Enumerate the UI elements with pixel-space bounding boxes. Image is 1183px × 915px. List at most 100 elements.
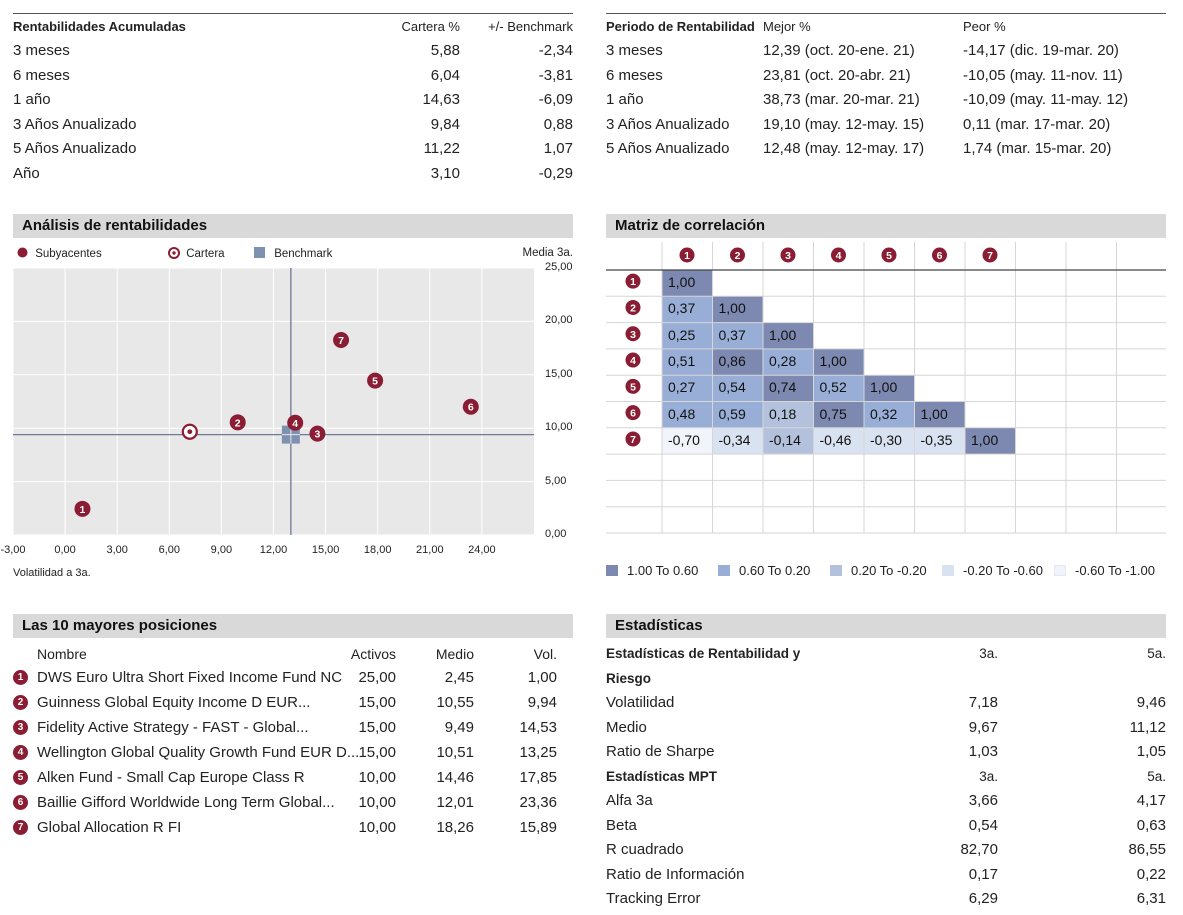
holding-row: 2 Guinness Global Equity Income D EUR... 1… [13, 691, 573, 715]
holding-vol: 14,53 [519, 719, 557, 736]
holding-number-badge: 4 [13, 745, 28, 760]
matrix-row-badge [625, 273, 641, 289]
holding-number-badge: 2 [13, 695, 28, 710]
matrix-row-badge [625, 352, 641, 368]
matrix-cell-value: -0,14 [769, 431, 801, 448]
returns-row: 3 Años Anualizado 9,84 0,88 [13, 113, 573, 137]
matrix-col-badge-label: 6 [937, 250, 943, 262]
stats-row-3a: 3a. [979, 768, 998, 784]
stats-row-5a: 0,63 [1136, 816, 1166, 834]
periods-row-worst: -14,17 (dic. 19-mar. 20) [963, 42, 1119, 59]
periods-row-worst: -10,09 (may. 11-may. 12) [963, 91, 1129, 109]
legend-label: -0.60 To -1.00 [1075, 563, 1155, 578]
stats-row: R cuadrado 82,70 86,55 [606, 838, 1166, 862]
matrix-cell-bg [712, 375, 763, 402]
matrix-cell-value: -0,35 [920, 431, 953, 448]
x-tick-label: 6,00 [158, 544, 180, 556]
underlying-point-label: 2 [235, 417, 241, 429]
matrix-cell-bg [813, 427, 864, 455]
returns-row-label: Año [13, 165, 40, 182]
stats-row: Estadísticas de Rentabilidad y 3a. 5a. [606, 642, 1166, 666]
holding-vol: 13,25 [519, 744, 557, 761]
returns-row-benchmark: -6,09 [538, 91, 573, 109]
matrix-cell-bg [712, 348, 763, 376]
matrix-cell-bg [914, 401, 965, 428]
returns-row-portfolio: 3,10 [430, 165, 460, 182]
stats-row-5a: 1,05 [1136, 743, 1166, 760]
underlying-point-label: 4 [292, 418, 298, 430]
legend-label: 1.00 To 0.60 [627, 563, 699, 578]
periods-title: Periodo de Rentabilidad [606, 19, 755, 34]
holding-row: 5 Alken Fund - Small Cap Europe Class R 10… [13, 766, 573, 790]
periods-row-label: 1 año [606, 91, 644, 109]
underlying-point-label: 7 [338, 335, 344, 347]
holding-vol: 23,36 [519, 794, 557, 811]
matrix-legend-item: -0.60 To -1.00 [1054, 563, 1155, 578]
legend-swatch [1054, 565, 1066, 576]
underlying-point [333, 331, 350, 348]
returns-row: 6 meses 6,04 -3,81 [13, 64, 573, 88]
stats-row-label: R cuadrado [606, 841, 684, 858]
matrix-row-badge-label: 3 [630, 329, 636, 341]
holding-mean: 12,01 [436, 794, 474, 811]
holding-mean: 10,51 [436, 744, 474, 761]
matrix-row-badge [625, 378, 641, 394]
holding-name: Fidelity Active Strategy - FAST - Global… [37, 719, 309, 736]
holding-mean: 10,55 [436, 694, 474, 711]
stats-row-label: Estadísticas MPT [606, 768, 718, 784]
periods-row-best: 23,81 (oct. 20-abr. 21) [763, 66, 911, 84]
matrix-cell-value: 1,00 [971, 431, 999, 448]
x-tick-label: 0,00 [54, 544, 76, 556]
periods-row-label: 6 meses [606, 66, 663, 84]
stats-row-label: Volatilidad [606, 694, 675, 711]
matrix-legend-item: -0.20 To -0.60 [942, 563, 1043, 578]
matrix-cell-value: 1,00 [718, 300, 746, 317]
holdings-col-assets: Activos [350, 646, 396, 662]
stats-row: Estadísticas MPT 3a. 5a. [606, 765, 1166, 789]
legend-swatch [718, 565, 730, 576]
matrix-legend-item: 1.00 To 0.60 [606, 563, 698, 578]
stats-row-label: Tracking Error [606, 890, 701, 907]
holding-row: 3 Fidelity Active Strategy - FAST - Globa… [13, 716, 573, 740]
holding-assets: 10,00 [358, 819, 396, 836]
matrix-cell-value: 0,75 [819, 405, 847, 422]
stats-row-label: Medio [606, 718, 647, 736]
y-tick-label: 10,00 [545, 421, 573, 434]
returns-row-portfolio: 11,22 [423, 140, 460, 158]
analysis-title: Análisis de rentabilidades [13, 214, 573, 238]
periods-col-worst: Peor % [963, 19, 1006, 34]
matrix-cell-bg [662, 427, 713, 455]
holding-assets: 15,00 [358, 694, 396, 711]
stats-row-label: Alfa 3a [606, 792, 653, 809]
matrix-cell-bg [813, 375, 864, 402]
stats-row: Beta 0,54 0,63 [606, 814, 1166, 838]
scatter-plot: 1 2 3 4 5 6 7 [13, 268, 534, 536]
matrix-row-badge [625, 326, 641, 342]
stats-row-3a: 1,03 [968, 743, 998, 760]
underlying-point [462, 398, 479, 415]
stats-row-5a: 4,17 [1136, 792, 1166, 809]
matrix-cell-bg [864, 375, 915, 402]
holding-name: Alken Fund - Small Cap Europe Class R [37, 769, 305, 786]
y-axis-title: Media 3a. [522, 247, 573, 259]
periods-row-worst: 1,74 (mar. 15-mar. 20) [963, 140, 1112, 158]
legend-portfolio: Cartera [168, 247, 225, 260]
holding-assets: 10,00 [358, 769, 396, 786]
legend-swatch [606, 565, 618, 576]
holdings-title: Las 10 mayores posiciones [13, 614, 573, 638]
stats-row-3a: 0,54 [968, 816, 998, 834]
returns-row: 5 Años Anualizado 11,22 1,07 [13, 137, 573, 161]
matrix-cell-value: 1,00 [668, 274, 696, 290]
stats-row: Ratio de Sharpe 1,03 1,05 [606, 740, 1166, 764]
holdings-col-name: Nombre [37, 646, 87, 662]
matrix-col-badge-label: 1 [684, 250, 690, 262]
stats-row-3a: 3a. [979, 646, 998, 661]
matrix-row-badge-label: 1 [630, 276, 636, 288]
portfolio-target-icon [168, 247, 180, 259]
returns-row-label: 6 meses [13, 66, 70, 84]
matrix-legend-item: 0.20 To -0.20 [830, 563, 927, 578]
matrix-col-badge [881, 247, 897, 263]
returns-title: Rentabilidades Acumuladas [13, 19, 186, 34]
holding-assets: 15,00 [358, 744, 396, 761]
underlying-point-label: 6 [468, 402, 474, 414]
